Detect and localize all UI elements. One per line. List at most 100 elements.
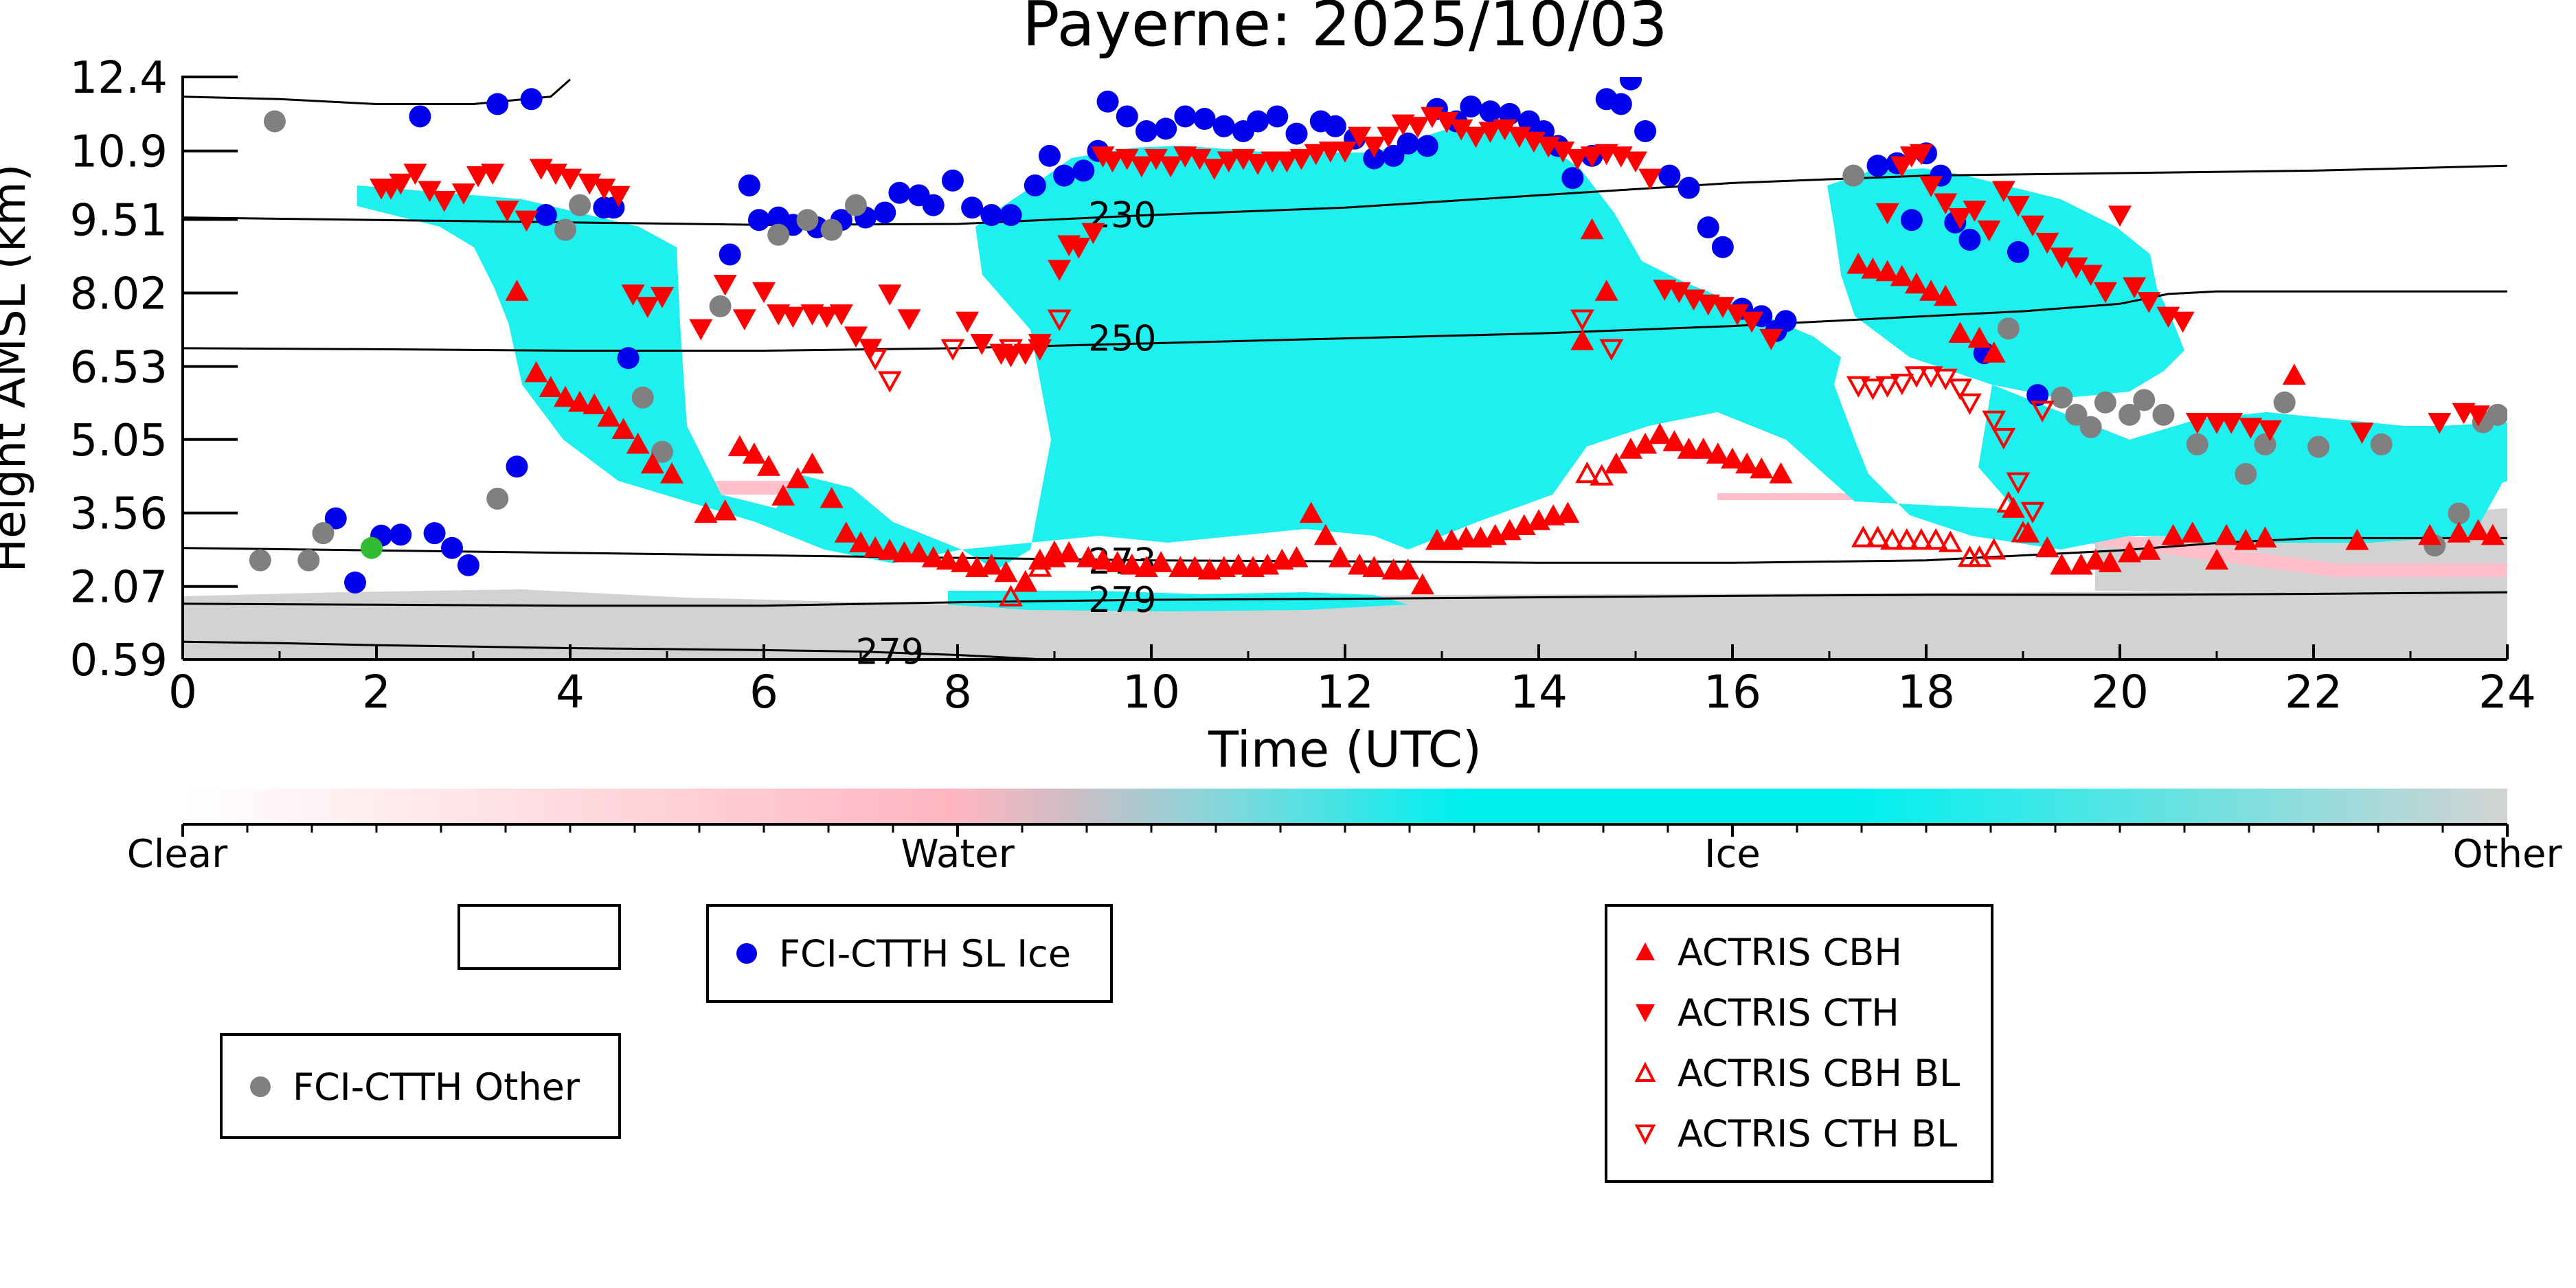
actris-cth-point <box>689 319 713 341</box>
fci-ctth-sl-ice-point <box>1363 147 1386 170</box>
fci-ctth-sl-ice-point <box>1634 120 1657 142</box>
actris-cbh-point <box>1226 553 1250 575</box>
fci-ctth-sl-ice-point <box>1460 95 1482 118</box>
actris-cth-point <box>1710 297 1735 318</box>
actris-cbh-point <box>757 455 780 476</box>
legend-label-actris-cbh-bl: ACTRIS CBH BL <box>1677 1051 1961 1095</box>
actris-cbh-point <box>583 393 607 415</box>
fci-ctth-sl-ice-point <box>888 181 911 204</box>
actris-cth-point <box>2064 257 2088 279</box>
contour-label-3: 279 <box>1088 580 1156 621</box>
actris-cth-point <box>495 201 519 222</box>
fci-ctth-sl-ice-point <box>440 536 463 559</box>
fci-ctth-sl-ice-point <box>1024 174 1046 196</box>
actris-cbh-point <box>1982 341 2006 363</box>
actris-cth-point <box>1464 126 1488 148</box>
fci-ctth-sl-ice-point <box>1561 167 1584 190</box>
legend-entry-actris-cbh-bl: ACTRIS CBH BL <box>1628 1051 1961 1095</box>
fci-ctth-sl-ice-point <box>874 201 896 224</box>
fci-ctth-sl-ice-point <box>1711 236 1734 258</box>
actris-cbh-point <box>524 361 548 383</box>
fci-ctth-other-point <box>2486 403 2507 426</box>
y-tick-label: 2.07 <box>70 563 168 613</box>
blue-circle-marker-icon <box>736 943 757 964</box>
actris-cth-point <box>1217 151 1241 173</box>
fci-ctth-other-point <box>569 194 591 216</box>
legend-entry-fci-ice: FCI-CTTH SL Ice <box>730 932 1071 975</box>
fci-ctth-sl-ice-point <box>1038 144 1061 167</box>
actris-cth-point <box>1478 122 1502 143</box>
fci-ctth-other-point <box>2273 391 2296 414</box>
fci-ctth-sl-ice-point <box>1619 77 1642 91</box>
actris-cbh-point <box>727 435 752 457</box>
actris-cth-point <box>1963 201 1987 222</box>
actris-cth-point <box>1624 151 1647 173</box>
actris-cth-bl-point <box>1028 339 1052 361</box>
actris-cth-point <box>515 210 539 232</box>
actris-cth-bl-point <box>1919 366 1943 388</box>
actris-cth-point <box>1551 142 1575 163</box>
actris-cth-point <box>2006 196 2030 217</box>
fci-ctth-sl-ice-point <box>1397 132 1419 155</box>
fci-ctth-sl-ice-point <box>486 93 509 115</box>
fci-ctth-sl-ice-point <box>1135 120 1157 142</box>
x-tick-label: 8 <box>943 666 972 719</box>
fci-ctth-sl-ice-point <box>1072 159 1095 182</box>
actris-cth-point <box>1188 148 1212 170</box>
actris-cbh-point <box>742 442 766 464</box>
fci-ctth-other-point <box>844 194 867 216</box>
actris-cth-point <box>1405 117 1430 138</box>
fci-ctth-sl-ice-point <box>1416 135 1438 157</box>
actris-cbh-point <box>907 541 931 563</box>
fci-ctth-sl-ice-point <box>1266 105 1289 128</box>
fci-ctth-sl-ice-point <box>941 169 964 192</box>
actris-cth-point <box>1129 156 1153 178</box>
actris-cbh-bl-point <box>1851 526 1875 547</box>
water-region <box>687 481 2507 577</box>
actris-cbh-point <box>1648 422 1672 444</box>
actris-cth-point <box>1493 119 1517 141</box>
actris-cth-bl-point <box>999 339 1023 361</box>
actris-cth-point <box>2219 413 2244 434</box>
actris-cth-bl-point <box>1948 379 1972 400</box>
actris-cbh-point <box>2481 523 2505 545</box>
x-tick-label: 24 <box>2478 666 2536 719</box>
actris-cbh-point <box>834 521 858 543</box>
actris-cbh-point <box>1769 462 1793 484</box>
actris-cbh-point <box>2050 553 2074 575</box>
ice-region-1 <box>357 127 2507 570</box>
fci-ctth-other-point <box>2065 403 2088 426</box>
actris-cbh-point <box>713 499 737 521</box>
actris-cbh-point <box>1967 326 1991 348</box>
actris-cth-point <box>815 306 839 328</box>
fci-ctth-other-point <box>2050 386 2073 409</box>
contour-label-4: 279 <box>856 632 924 673</box>
actris-cth-point <box>829 304 853 326</box>
actris-cth-point <box>1333 142 1357 163</box>
triangle-up-outline-icon <box>1634 1061 1656 1082</box>
actris-cth-point <box>466 166 490 188</box>
fci-ctth-other-point <box>2079 416 2102 438</box>
actris-cbh-bl-point <box>1590 464 1614 486</box>
actris-cbh-point <box>2345 529 2369 550</box>
fci-ctth-sl-ice-point <box>1677 177 1700 199</box>
legend-fci-ice: FCI-CTTH SL Ice <box>706 904 1113 1003</box>
actris-cth-point <box>1726 304 1750 326</box>
actris-cbh-bl-point <box>1909 528 1934 550</box>
actris-cth-point <box>1048 260 1072 281</box>
contour-line-2 <box>183 536 2507 564</box>
actris-cth-point <box>2137 292 2161 313</box>
actris-cth-bl-point <box>1047 309 1072 331</box>
fci-ctth-other-point <box>2133 389 2156 411</box>
actris-cth-point <box>2050 247 2074 269</box>
fci-ctth-sl-ice-point <box>999 204 1022 227</box>
contour-line-5 <box>183 78 571 105</box>
actris-cth-point <box>2021 215 2045 237</box>
actris-cth-point <box>2350 422 2374 444</box>
actris-cbh-point <box>1149 551 1173 572</box>
contour-line-3 <box>183 591 2507 607</box>
fci-ctth-other-point <box>767 223 790 246</box>
fci-ctth-sl-ice-point <box>1285 122 1308 145</box>
actris-cbh-bl-point <box>1996 490 2021 513</box>
